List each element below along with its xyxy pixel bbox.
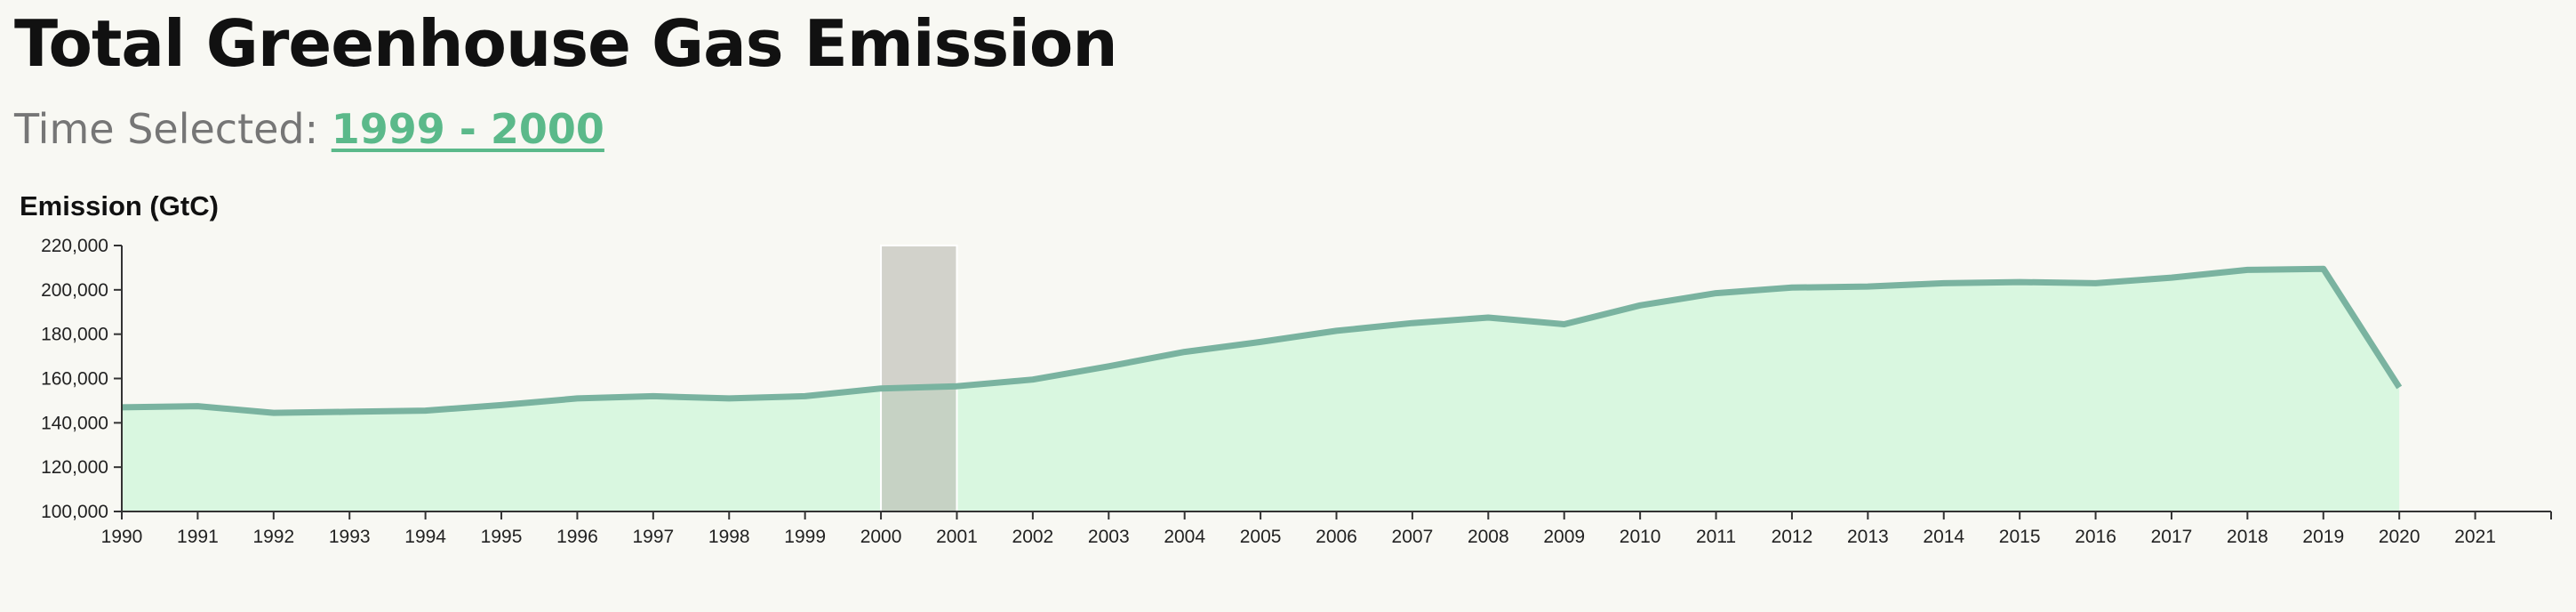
time-selected-value[interactable]: 1999 - 2000 [331,105,604,153]
x-tick-label: 2002 [1012,527,1054,547]
x-tick-label: 1992 [252,527,294,547]
x-tick-label: 1991 [177,527,219,547]
x-tick-label: 1999 [784,527,826,547]
x-tick-label: 2008 [1468,527,1509,547]
x-tick-label: 2017 [2151,527,2193,547]
x-tick-label: 2015 [1999,527,2041,547]
y-tick-label: 120,000 [41,457,108,478]
x-tick-label: 1996 [556,527,598,547]
time-selection-brush[interactable] [880,245,958,512]
y-tick-label: 180,000 [41,325,108,345]
x-tick-label: 1995 [481,527,523,547]
x-tick-label: 2007 [1392,527,1434,547]
x-tick-label: 2009 [1543,527,1585,547]
x-tick-label: 1990 [101,527,143,547]
x-tick-label: 2019 [2302,527,2344,547]
x-tick-label: 2010 [1620,527,1661,547]
x-tick-label: 2014 [1923,527,1964,547]
x-tick-label: 2012 [1772,527,1813,547]
x-tick-label: 2011 [1696,527,1736,547]
y-tick-label: 160,000 [41,369,108,390]
x-tick-label: 2000 [860,527,902,547]
page-title: Total Greenhouse Gas Emission [14,6,1118,81]
emission-area [122,269,2400,511]
y-axis-label: Emission (GtC) [20,190,219,221]
y-axis: 100,000 120,000 140,000 160,000 180,000 200,0… [41,236,123,522]
x-tick-label: 2020 [2379,527,2420,547]
x-tick-label: 2013 [1847,527,1889,547]
y-tick-label: 200,000 [41,280,108,301]
time-selected-row: Time Selected: 1999 - 2000 [14,105,604,154]
x-tick-label: 2018 [2227,527,2268,547]
x-tick-label: 2004 [1164,527,1205,547]
x-tick-label: 1998 [708,527,750,547]
time-selected-label: Time Selected: [14,105,319,153]
x-tick-label: 1994 [404,527,446,547]
x-axis: 1990 1991 1992 1993 1994 1995 1996 1997 1998 1999… [101,511,2552,547]
y-tick-label: 100,000 [41,502,108,522]
x-tick-label: 2005 [1240,527,1282,547]
x-tick-label: 1993 [329,527,371,547]
y-tick-label: 220,000 [41,236,108,256]
x-tick-label: 2021 [2454,527,2496,547]
x-tick-label: 2006 [1316,527,1357,547]
x-tick-label: 2003 [1088,527,1130,547]
x-tick-label: 1997 [632,527,674,547]
emission-line [121,265,2403,416]
x-tick-label: 2001 [936,527,978,547]
x-tick-label: 2016 [2075,527,2116,547]
y-tick-label: 140,000 [41,413,108,433]
